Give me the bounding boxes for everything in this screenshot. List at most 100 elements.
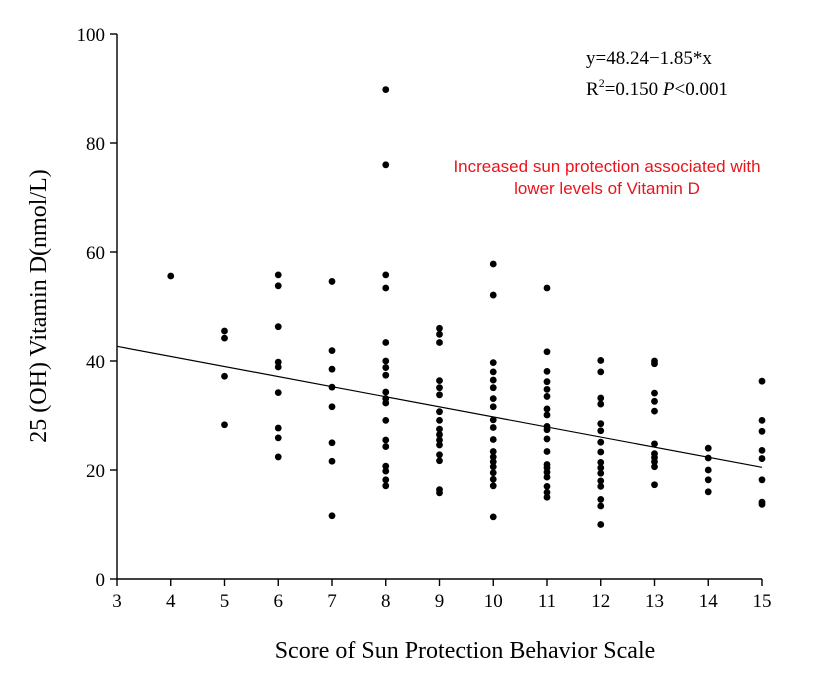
x-tick-label: 12	[591, 591, 610, 612]
y-tick-label: 60	[86, 243, 105, 264]
data-point	[758, 427, 766, 435]
x-tick-label: 10	[484, 591, 503, 612]
data-point	[382, 86, 390, 93]
data-point	[704, 454, 712, 462]
data-point	[436, 377, 443, 385]
data-point	[758, 417, 766, 424]
data-point	[221, 421, 228, 429]
data-point	[543, 482, 551, 490]
data-point	[651, 397, 658, 405]
data-point	[489, 260, 497, 268]
data-point	[274, 358, 282, 366]
data-point	[758, 455, 766, 462]
data-point	[651, 407, 658, 415]
data-point	[704, 444, 712, 452]
data-point	[436, 339, 443, 346]
data-point	[597, 420, 605, 428]
data-point	[436, 408, 443, 416]
r2-p-stats: R2=0.150 P<0.001	[586, 76, 728, 100]
y-tick-label: 80	[86, 134, 105, 155]
data-point	[274, 434, 282, 442]
data-point	[489, 424, 497, 431]
data-point	[597, 502, 605, 510]
data-point	[328, 365, 336, 373]
data-point	[597, 357, 605, 364]
data-point	[543, 448, 551, 455]
data-point	[597, 458, 605, 466]
data-point	[436, 417, 443, 424]
data-point	[436, 384, 443, 392]
data-point	[597, 368, 605, 376]
data-point	[597, 448, 605, 456]
data-point	[489, 403, 497, 411]
x-tick-label: 13	[645, 591, 664, 612]
data-point	[382, 476, 390, 484]
data-point	[221, 327, 228, 335]
y-tick-label: 0	[96, 570, 106, 591]
data-point	[597, 438, 605, 446]
data-point	[489, 448, 497, 455]
r2-value: =0.150	[605, 79, 663, 100]
data-point	[597, 400, 605, 408]
data-point	[436, 441, 443, 449]
data-point	[651, 463, 658, 471]
data-point	[382, 462, 390, 470]
data-point	[651, 389, 658, 397]
data-point	[274, 323, 282, 331]
data-point	[543, 435, 551, 443]
data-point	[436, 451, 443, 459]
data-point	[489, 482, 497, 490]
x-tick-label: 6	[274, 591, 284, 612]
x-tick-label: 4	[166, 591, 176, 612]
data-point	[328, 457, 336, 465]
data-point	[758, 446, 766, 454]
data-point	[382, 436, 390, 444]
data-point	[436, 391, 443, 399]
data-point	[597, 496, 605, 503]
data-point	[274, 282, 282, 290]
r2-prefix: R	[586, 79, 599, 100]
y-tick-label: 40	[86, 352, 105, 373]
data-point	[382, 467, 390, 475]
data-point	[704, 488, 712, 496]
data-point	[274, 389, 282, 397]
data-point	[489, 469, 497, 477]
data-point	[436, 324, 443, 332]
plot-area: 3 4 5 6 7 8 9 10 11 12 13 14 15 0 20 40 60 80 100	[77, 25, 772, 612]
x-ticks: 3 4 5 6 7 8 9 10 11 12 13 14 15	[112, 579, 772, 612]
data-point	[543, 426, 551, 434]
data-point	[274, 271, 282, 279]
data-point	[651, 360, 658, 368]
data-point	[489, 395, 497, 403]
data-point	[382, 339, 390, 346]
data-point	[221, 372, 228, 380]
data-point	[436, 425, 443, 433]
data-point	[328, 403, 336, 411]
data-point	[274, 453, 282, 461]
data-point	[597, 394, 605, 402]
data-point	[597, 427, 605, 435]
x-tick-label: 15	[753, 591, 772, 612]
regression-line	[116, 345, 763, 468]
data-point	[543, 378, 551, 386]
data-point	[328, 439, 336, 447]
data-point	[543, 411, 551, 419]
data-point	[382, 388, 390, 396]
data-point	[382, 482, 390, 490]
data-point	[489, 416, 497, 424]
r2-superscript: 2	[599, 76, 605, 90]
data-point	[489, 376, 497, 384]
data-point	[382, 371, 390, 379]
data-point	[758, 476, 766, 484]
data-point	[543, 488, 551, 496]
annotation-line-2: lower levels of Vitamin D	[514, 179, 700, 198]
p-value: <0.001	[675, 79, 728, 100]
data-point	[758, 500, 766, 508]
data-point	[489, 359, 497, 367]
data-point	[543, 405, 551, 413]
data-point	[489, 368, 497, 376]
data-point	[597, 521, 605, 528]
data-point	[543, 367, 551, 375]
data-point	[651, 440, 658, 448]
data-point	[221, 334, 228, 342]
